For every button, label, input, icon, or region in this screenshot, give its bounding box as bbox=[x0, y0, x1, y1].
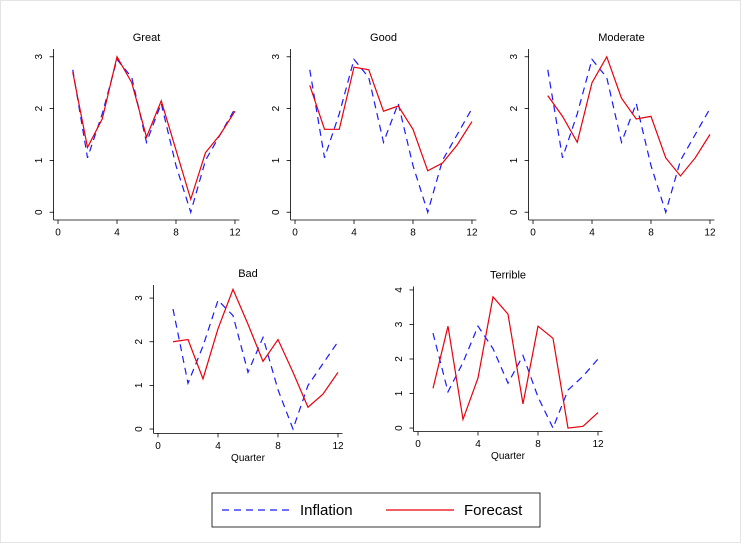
x-tick-label: 0 bbox=[292, 228, 298, 239]
series-line bbox=[547, 58, 711, 215]
x-tick-label: 12 bbox=[704, 228, 716, 239]
series-line bbox=[432, 295, 599, 429]
legend-label: Inflation bbox=[300, 502, 353, 519]
x-tick-label: 0 bbox=[415, 439, 421, 450]
x-tick-label: 12 bbox=[466, 228, 478, 239]
x-tick-label: 12 bbox=[229, 228, 241, 239]
x-tick-label: 12 bbox=[332, 441, 344, 452]
y-tick-label: 2 bbox=[34, 105, 45, 111]
y-tick-label: 2 bbox=[134, 339, 145, 345]
x-tick-label: 4 bbox=[589, 228, 595, 239]
legend-box bbox=[211, 492, 541, 528]
y-tick-label: 1 bbox=[394, 390, 405, 396]
x-tick-label: 4 bbox=[351, 228, 357, 239]
y-tick-label: 1 bbox=[271, 157, 282, 163]
y-tick-label: 0 bbox=[509, 209, 520, 215]
y-tick-label: 2 bbox=[271, 105, 282, 111]
x-tick-label: 8 bbox=[535, 439, 541, 450]
panel-title: Good bbox=[370, 32, 397, 44]
y-tick-label: 3 bbox=[134, 295, 145, 301]
y-tick-label: 3 bbox=[271, 54, 282, 60]
legend-label: Forecast bbox=[464, 502, 523, 519]
x-tick-label: 0 bbox=[55, 228, 61, 239]
y-tick-label: 3 bbox=[509, 54, 520, 60]
x-axis-label: Quarter bbox=[231, 453, 266, 464]
y-tick-label: 0 bbox=[271, 209, 282, 215]
y-tick-label: 3 bbox=[34, 54, 45, 60]
panel-title: Bad bbox=[238, 268, 258, 280]
y-tick-label: 2 bbox=[394, 356, 405, 362]
y-tick-label: 1 bbox=[134, 382, 145, 388]
y-tick-label: 3 bbox=[394, 321, 405, 327]
x-tick-label: 8 bbox=[275, 441, 281, 452]
x-tick-label: 12 bbox=[592, 439, 604, 450]
series-line bbox=[309, 58, 473, 215]
x-tick-label: 4 bbox=[114, 228, 120, 239]
series-line bbox=[172, 299, 339, 431]
series-line bbox=[547, 55, 711, 177]
y-tick-label: 1 bbox=[34, 157, 45, 163]
x-tick-label: 8 bbox=[173, 228, 179, 239]
panel-title: Great bbox=[133, 32, 161, 44]
panel-title: Moderate bbox=[598, 32, 644, 44]
series-line bbox=[172, 287, 339, 409]
x-axis-label: Quarter bbox=[491, 451, 526, 462]
series-line bbox=[72, 58, 236, 215]
y-tick-label: 1 bbox=[509, 157, 520, 163]
panel-title: Terrible bbox=[490, 269, 526, 281]
x-tick-label: 4 bbox=[215, 441, 221, 452]
y-tick-label: 4 bbox=[394, 287, 405, 293]
series-line bbox=[309, 66, 473, 172]
y-tick-label: 0 bbox=[394, 425, 405, 431]
series-line bbox=[432, 324, 599, 430]
x-tick-label: 8 bbox=[648, 228, 654, 239]
y-tick-label: 2 bbox=[509, 105, 520, 111]
x-tick-label: 8 bbox=[410, 228, 416, 239]
y-tick-label: 0 bbox=[34, 209, 45, 215]
x-tick-label: 0 bbox=[530, 228, 536, 239]
x-tick-label: 4 bbox=[475, 439, 481, 450]
y-tick-label: 0 bbox=[134, 426, 145, 432]
series-line bbox=[72, 55, 236, 202]
legend: Inflation Forecast bbox=[211, 492, 541, 528]
x-tick-label: 0 bbox=[155, 441, 161, 452]
